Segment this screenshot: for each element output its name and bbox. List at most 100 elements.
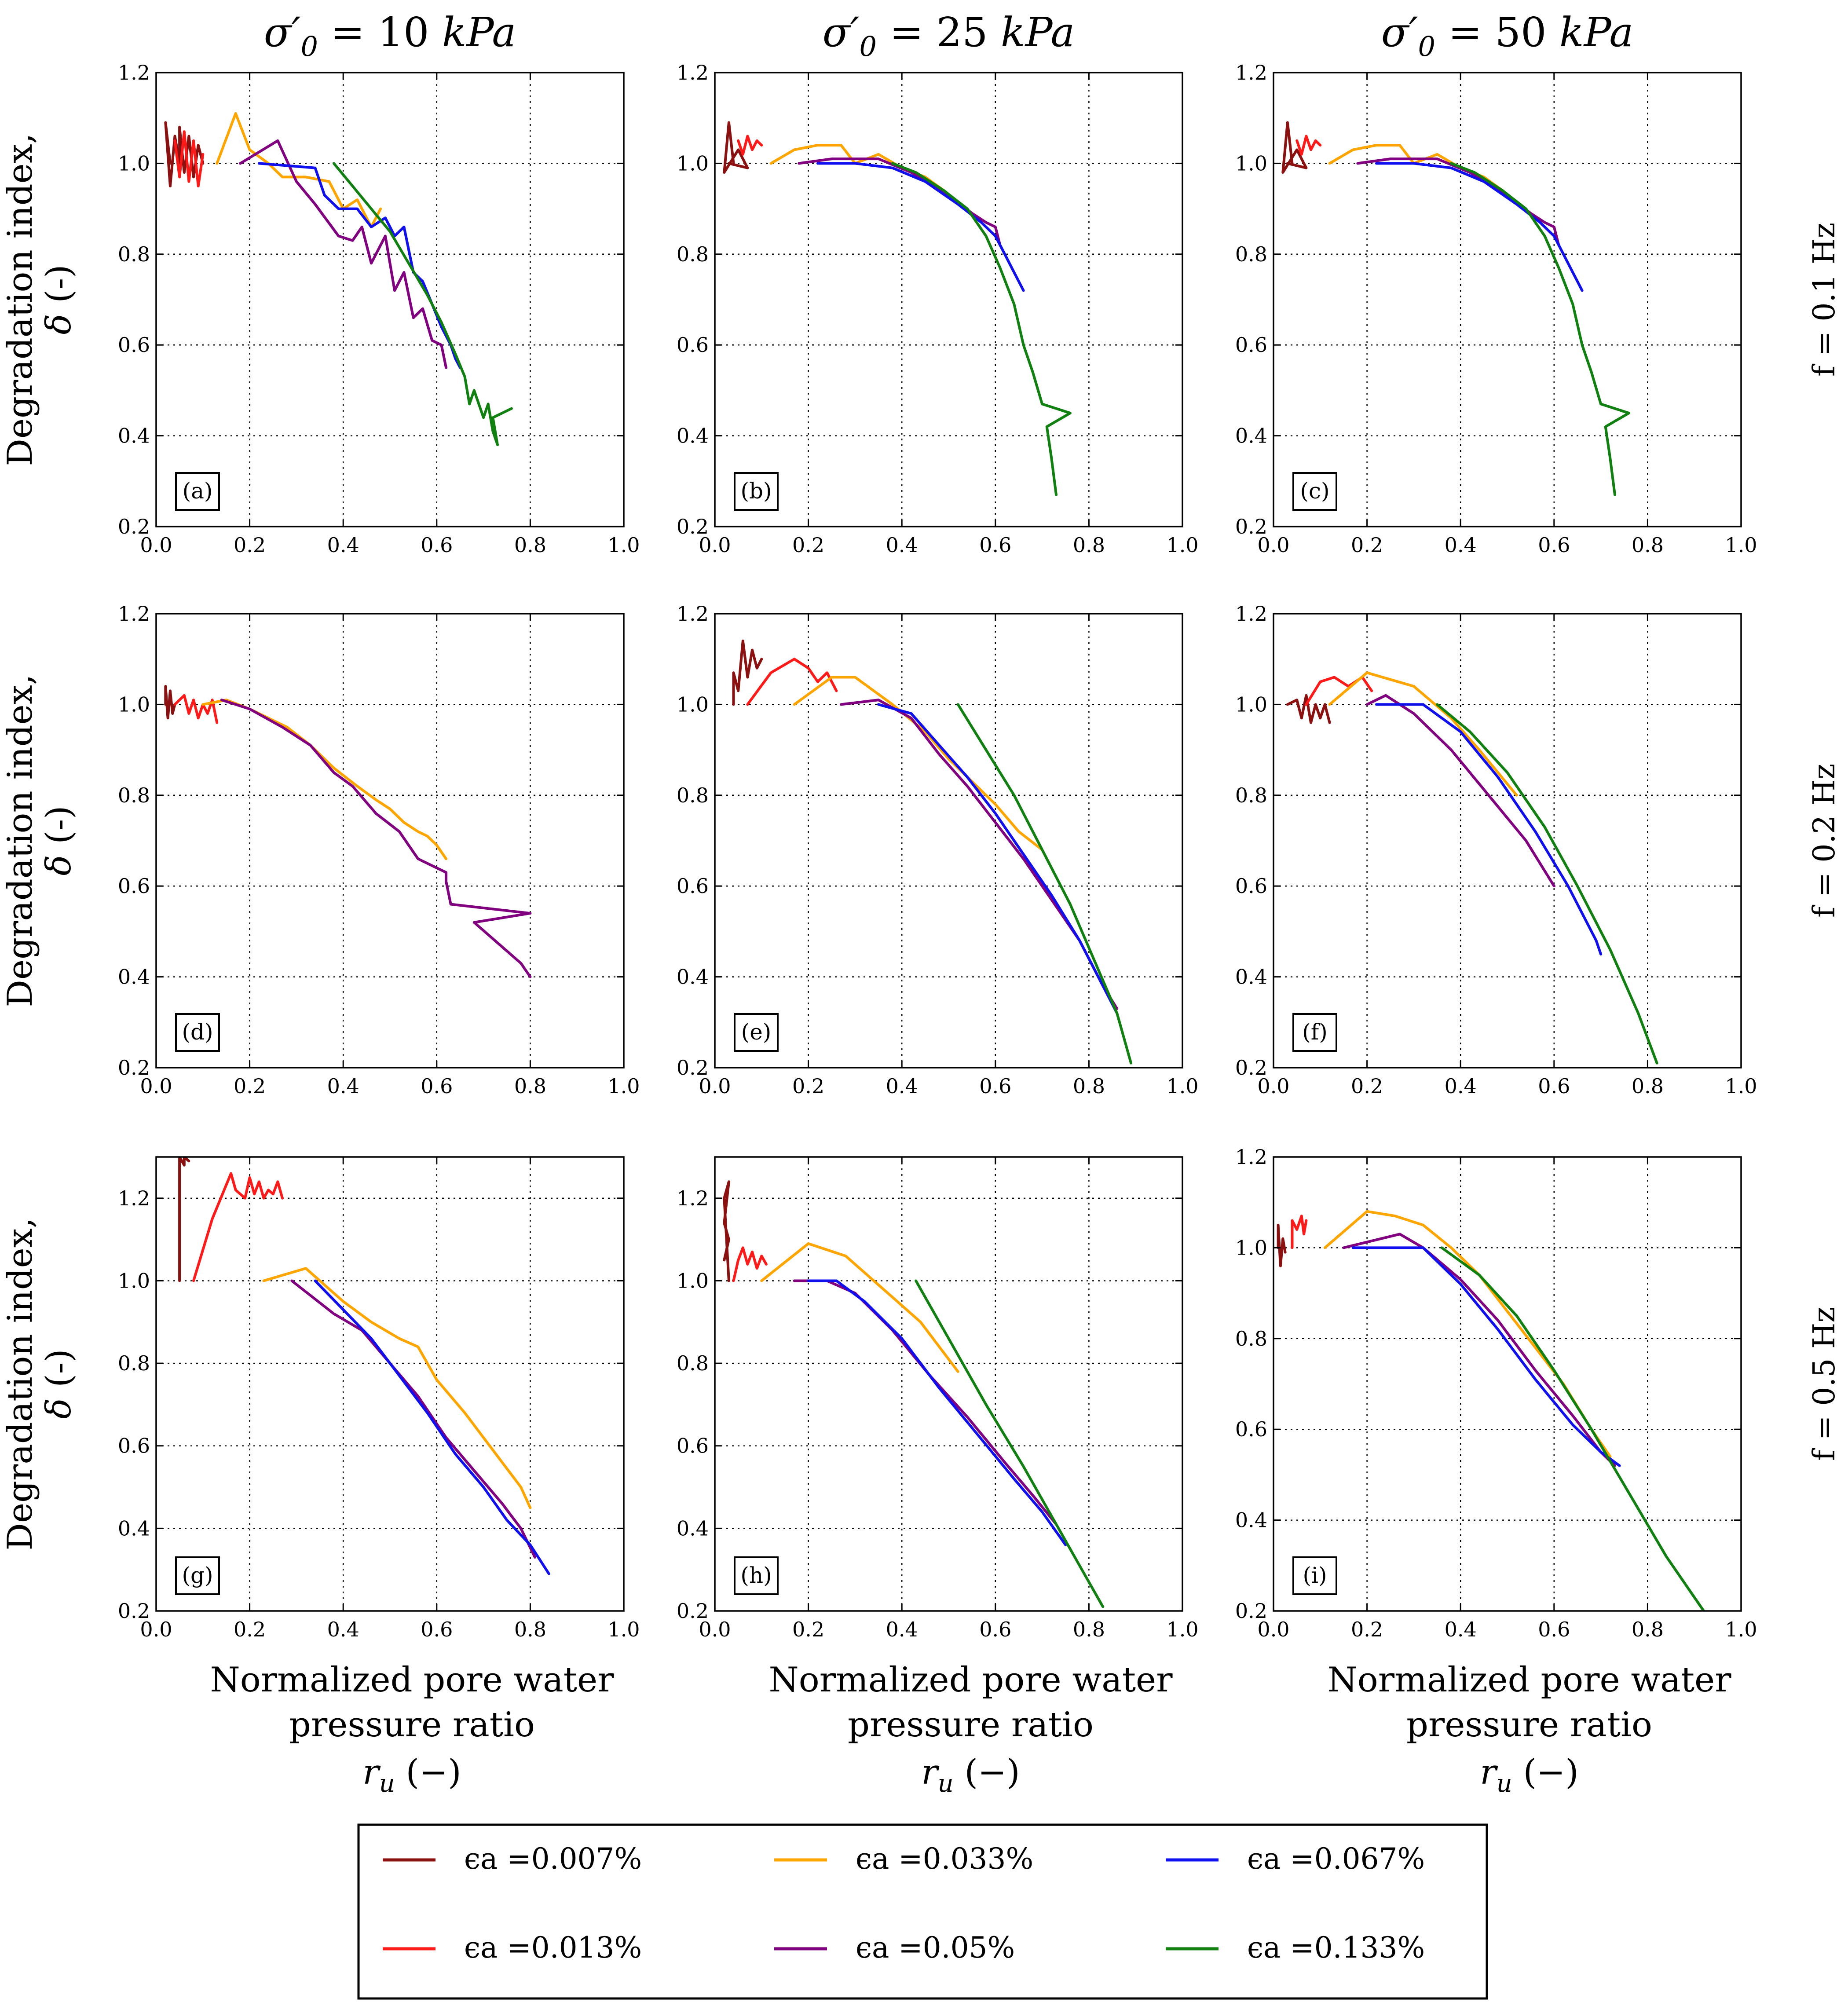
y-axis-unit: (-): [39, 806, 79, 855]
x-tick-label: 0.8: [1632, 1618, 1664, 1641]
series-line: [201, 699, 448, 860]
panel-label-box: [734, 1013, 779, 1052]
panel-d: 0.0 0.2 0.4 0.6 0.8 1.00.20.40.60.81.01.2(d): [118, 602, 640, 1098]
x-axis-label-line1: Normalized pore water: [768, 1660, 1173, 1700]
y-axis-labels: Degradation index,δ (-)Degradation index…: [0, 133, 79, 1550]
axes-frame: [1273, 613, 1742, 1069]
series-line: [1295, 135, 1322, 156]
y-tick-label: 1.0: [1235, 692, 1267, 716]
y-axis-label-line1: Degradation index,: [0, 1217, 40, 1550]
series-group: [1277, 1210, 1705, 1611]
panel-label-box: [734, 472, 779, 511]
panel-label: (h): [740, 1563, 772, 1588]
x-axis-label-line2: pressure ratio: [848, 1705, 1094, 1745]
series-group: [164, 685, 532, 978]
axes-frame: [714, 1156, 1183, 1612]
series-line: [1449, 162, 1630, 496]
x-tick-label: 0.4: [327, 533, 359, 557]
panel-label: (c): [1300, 478, 1329, 504]
series-group: [1281, 121, 1630, 496]
y-tick-label: 1.0: [118, 1269, 150, 1292]
y-tick-label: 0.2: [118, 1056, 150, 1080]
x-tick-label: 0.2: [1351, 533, 1383, 557]
axes-frame: [714, 72, 1183, 527]
column-title: σ′0 = 50 kPa: [1381, 9, 1633, 62]
y-tick-label: 1.0: [118, 692, 150, 716]
panel-label: (a): [183, 478, 213, 504]
y-tick-label: 0.4: [677, 1516, 709, 1540]
series-line: [1342, 1233, 1616, 1467]
series-group: [723, 1180, 1105, 1608]
x-tick-label: 1.0: [1166, 1618, 1198, 1641]
x-tick-label: 0.4: [327, 1618, 359, 1641]
x-axis-symbol: r: [1480, 1753, 1498, 1792]
x-tick-label: 0.6: [421, 1618, 453, 1641]
series-group: [732, 639, 1133, 1065]
y-tick-label: 0.8: [677, 1351, 709, 1375]
y-tick-label: 0.4: [1235, 965, 1267, 989]
y-tick-label: 1.2: [1235, 1145, 1267, 1169]
panel-label-box: [1292, 1556, 1337, 1595]
legend-label: ϵa =0.067%: [1247, 1842, 1425, 1876]
x-tick-label: 1.0: [607, 1074, 640, 1098]
y-tick-label: 1.2: [1235, 61, 1267, 84]
series-line: [1375, 703, 1603, 955]
x-tick-label: 0.4: [1445, 1074, 1477, 1098]
title-symbol: σ′: [264, 9, 301, 56]
x-tick-label: 0.0: [699, 1618, 731, 1641]
series-line: [807, 1279, 1067, 1546]
y-tick-label: 0.2: [1235, 1056, 1267, 1080]
panel-label: (b): [740, 478, 772, 504]
x-tick-label: 1.0: [607, 533, 640, 557]
title-unit: kPa: [1001, 9, 1075, 56]
panel-e: 0.0 0.2 0.4 0.6 0.8 1.00.20.40.60.81.01.2(e): [677, 602, 1199, 1098]
y-tick-label: 0.6: [677, 333, 709, 357]
x-tick-label: 0.4: [886, 1618, 918, 1641]
x-tick-label: 0.8: [514, 1074, 546, 1098]
series-line: [314, 1279, 550, 1575]
x-tick-label: 0.4: [886, 533, 918, 557]
x-tick-label: 0.6: [1538, 1074, 1570, 1098]
y-tick-label: 0.8: [118, 242, 150, 266]
y-axis-label-line2: δ (-): [39, 1349, 79, 1419]
x-tick-label: 0.4: [1445, 533, 1477, 557]
row-label: f = 0.2 Hz: [1807, 764, 1842, 918]
x-tick-label: 0.6: [1538, 1618, 1570, 1641]
y-tick-label: 0.4: [677, 965, 709, 989]
series-group: [178, 1157, 550, 1575]
x-axis-symbol: r: [921, 1753, 940, 1792]
x-tick-label: 0.0: [1257, 1074, 1289, 1098]
x-tick-label: 0.0: [699, 533, 731, 557]
y-tick-label: 0.6: [118, 874, 150, 898]
x-tick-label: 0.2: [792, 1074, 824, 1098]
x-tick-label: 0.0: [140, 1074, 172, 1098]
y-tick-label: 1.0: [677, 151, 709, 175]
y-tick-label: 1.0: [677, 692, 709, 716]
y-tick-label: 0.6: [1235, 874, 1267, 898]
x-tick-label: 0.6: [979, 1074, 1011, 1098]
x-tick-label: 0.2: [234, 1618, 266, 1641]
x-tick-label: 0.8: [514, 1618, 546, 1641]
series-line: [723, 1180, 730, 1282]
panel-i: 0.0 0.2 0.4 0.6 0.8 1.00.20.40.60.81.01.2(i): [1235, 1145, 1757, 1641]
series-line: [164, 685, 176, 720]
x-tick-label: 0.0: [140, 533, 172, 557]
series-line: [220, 699, 532, 978]
title-symbol: σ′: [1381, 9, 1418, 56]
series-group: [1286, 671, 1658, 1065]
series-line: [1305, 676, 1373, 706]
y-axis-label: Degradation index,δ (-): [0, 1217, 79, 1550]
y-axis-symbol: δ: [39, 314, 79, 335]
panel-f: 0.0 0.2 0.4 0.6 0.8 1.00.20.40.60.81.01.2(f): [1235, 602, 1757, 1098]
y-axis-symbol: δ: [39, 1398, 79, 1419]
y-tick-label: 0.4: [677, 424, 709, 448]
x-tick-label: 0.0: [140, 1618, 172, 1641]
y-tick-label: 0.6: [677, 1434, 709, 1458]
x-tick-label: 0.8: [1073, 533, 1105, 557]
series-line: [1440, 1246, 1705, 1611]
legend-item: ϵa =0.05%: [774, 1931, 1015, 1965]
series-line: [1365, 694, 1555, 888]
y-tick-label: 0.6: [677, 874, 709, 898]
x-tick-label: 0.0: [1257, 533, 1289, 557]
